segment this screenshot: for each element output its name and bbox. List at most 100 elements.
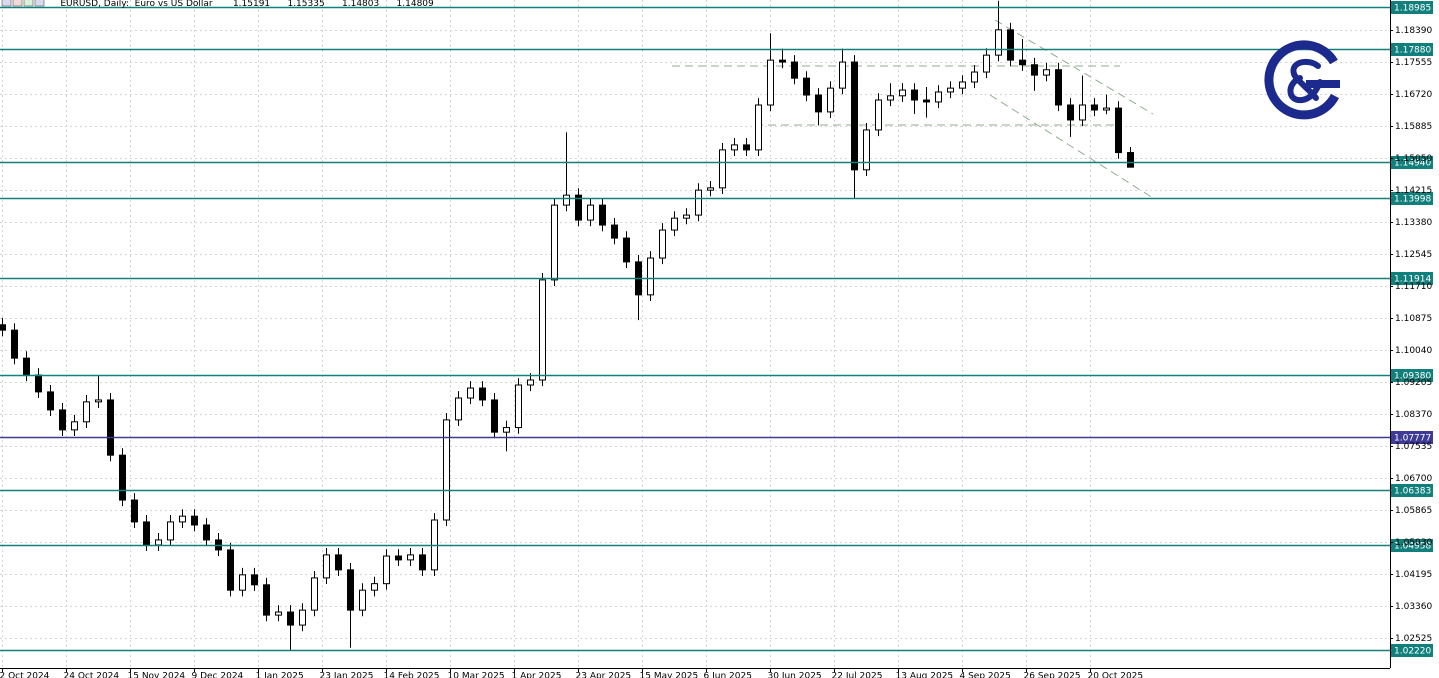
candle-body [707, 187, 714, 191]
candle-body [911, 89, 918, 101]
candle-body [1031, 64, 1038, 76]
candle-body [395, 555, 402, 561]
header-title: EURUSD, Daily: Euro vs US Dollar [60, 0, 213, 9]
candle-body [11, 329, 18, 359]
candle-body [731, 144, 738, 151]
y-tick-label: 1.17555 [1395, 58, 1432, 68]
x-tick-label: 22 Jul 2025 [832, 672, 883, 678]
candle-body [1079, 104, 1086, 121]
candle-body [479, 387, 486, 401]
drawings [672, 19, 1154, 199]
y-tick-label: 1.10875 [1395, 314, 1432, 324]
candle-body [803, 77, 810, 96]
candle-body [647, 257, 654, 296]
candle-body [995, 29, 1002, 56]
candle-body [383, 555, 390, 585]
y-tick-label: 1.06700 [1395, 474, 1432, 484]
level-label-box [1391, 484, 1433, 497]
candle-body [491, 399, 498, 433]
x-tick-label: 9 Dec 2024 [192, 672, 244, 678]
y-tick-label: 1.04195 [1395, 570, 1432, 580]
header: EURUSD, Daily: Euro vs US Dollar 1.15191… [46, 0, 442, 9]
candle-body [575, 194, 582, 221]
candle-body [455, 397, 462, 421]
logo-ring [1264, 40, 1339, 120]
candles [0, 0, 1134, 651]
candle-body [335, 554, 342, 571]
candle-body [611, 224, 618, 239]
header-high: 1.15335 [287, 0, 324, 9]
x-tick-label: 4 Sep 2025 [960, 672, 1011, 678]
level-label: 1.18985 [1394, 4, 1431, 14]
y-tick-label: 1.13380 [1395, 218, 1432, 228]
y-tick-label: 1.09205 [1395, 378, 1432, 388]
y-tick-label: 1.10040 [1395, 346, 1432, 356]
candle-body [527, 379, 534, 386]
candle-body [155, 539, 162, 546]
candle-body [1127, 152, 1134, 168]
candle-body [407, 554, 414, 561]
symbol-icon [23, 0, 34, 7]
candle-body [887, 95, 894, 101]
candle-body [1007, 29, 1014, 61]
grid [0, 0, 1390, 668]
candle-body [1043, 69, 1050, 76]
y-tick-label: 1.05030 [1395, 538, 1432, 548]
candle-body [563, 194, 570, 206]
candle-body [959, 81, 966, 89]
y-tick-label: 1.03360 [1395, 602, 1432, 612]
candle-body [371, 583, 378, 591]
candle-body [287, 611, 294, 626]
level-label: 1.11914 [1394, 275, 1431, 285]
candle-body [179, 515, 186, 523]
candle-body [551, 204, 558, 281]
candle-body [323, 554, 330, 579]
channel-bottom [989, 94, 1154, 199]
candle-body [659, 229, 666, 259]
candle-body [1115, 107, 1122, 154]
candle-body [875, 99, 882, 131]
y-tick-label: 1.05865 [1395, 506, 1432, 516]
candle-body [947, 87, 954, 93]
x-tick-label: 24 Oct 2024 [64, 672, 120, 678]
x-tick-label: 10 Mar 2025 [448, 672, 505, 678]
candle-body [1091, 104, 1098, 111]
candle-body [1103, 107, 1110, 111]
channel-top [994, 19, 1154, 115]
candle-body [815, 94, 822, 113]
y-tick-label: 1.15885 [1395, 122, 1432, 132]
symbol-icon [34, 0, 45, 7]
levels: 1.18985 1.17880 1.14940 1.13998 1.11914 1.093… [0, 1, 1433, 657]
candle-body [0, 324, 6, 331]
level-label-box [1391, 644, 1433, 657]
header-low: 1.14803 [342, 0, 379, 9]
level-label: 1.06383 [1394, 487, 1431, 497]
candle-body [311, 577, 318, 611]
level-label: 1.07777 [1394, 434, 1431, 444]
x-tick-label: 1 Jan 2025 [256, 672, 304, 678]
candle-body [167, 521, 174, 541]
level-label-box [1391, 431, 1433, 444]
candle-body [227, 549, 234, 591]
y-axis: 1.18390 1.17555 1.16720 1.15885 1.15050 1.142… [1390, 26, 1432, 644]
x-tick-label: 23 Apr 2025 [576, 672, 632, 678]
y-tick-label: 1.02525 [1395, 634, 1432, 644]
y-tick-label: 1.12545 [1395, 250, 1432, 260]
symbol-icon [12, 0, 23, 7]
candle-body [743, 144, 750, 151]
candle-body [539, 279, 546, 381]
candle-body [671, 217, 678, 231]
candle-body [23, 357, 30, 376]
x-tick-label: 20 Oct 2025 [1088, 672, 1144, 678]
candle-body [299, 609, 306, 626]
candle-body [515, 384, 522, 429]
candle-body [275, 611, 282, 616]
level-label-box [1391, 539, 1433, 552]
candle-body [131, 499, 138, 523]
level-label: 1.17880 [1394, 46, 1431, 56]
candle-body [263, 584, 270, 616]
candle-body [107, 399, 114, 456]
x-tick-label: 30 Jun 2025 [768, 672, 822, 678]
level-label: 1.09380 [1394, 372, 1431, 382]
